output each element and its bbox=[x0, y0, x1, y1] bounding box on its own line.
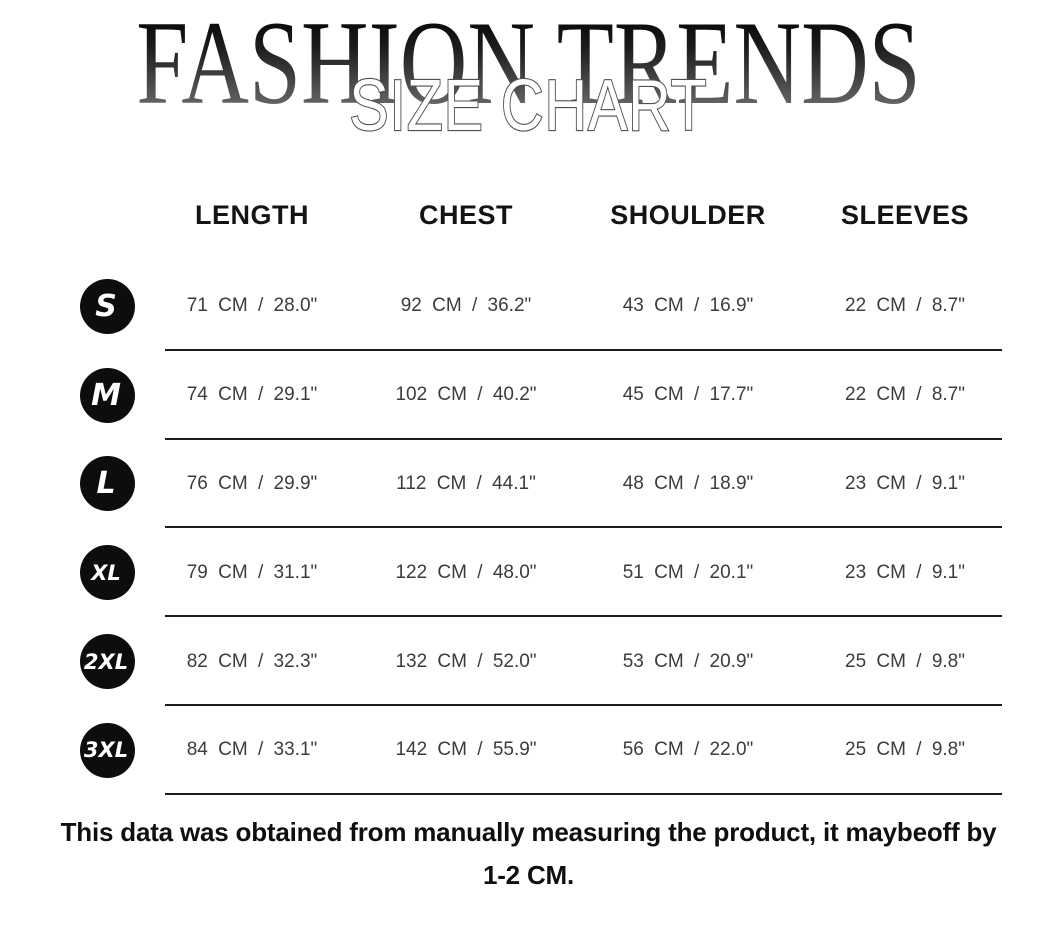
table-header-row: LENGTH CHEST SHOULDER SLEEVES bbox=[62, 172, 1014, 258]
size-badge-cell: 2XL bbox=[62, 634, 152, 690]
column-header-length: LENGTH bbox=[195, 199, 309, 230]
measurement-disclaimer: This data was obtained from manually mea… bbox=[0, 811, 1057, 897]
shoulder-value: 43 CM / 16.9" bbox=[622, 295, 754, 317]
size-badge-cell: S bbox=[62, 278, 152, 334]
sleeves-value: 22 CM / 8.7" bbox=[845, 384, 965, 406]
size-badge-cell: XL bbox=[62, 545, 152, 601]
sleeves-value: 25 CM / 9.8" bbox=[845, 650, 965, 672]
chest-value: 132 CM / 52.0" bbox=[395, 650, 537, 672]
table-row-m: M 74 CM / 29.1" 102 CM / 40.2" 45 CM / 1… bbox=[62, 351, 1014, 440]
shoulder-value: 53 CM / 20.9" bbox=[622, 650, 754, 672]
size-badge-cell: L bbox=[62, 456, 152, 512]
size-chart-page: FASHION TRENDS SIZE CHART LENGTH CHEST S… bbox=[0, 0, 1057, 897]
chest-value: 112 CM / 44.1" bbox=[396, 472, 536, 494]
size-table: LENGTH CHEST SHOULDER SLEEVES S 71 CM / … bbox=[0, 172, 1057, 795]
size-badge-2xl: 2XL bbox=[79, 634, 135, 690]
chest-value: 142 CM / 55.9" bbox=[395, 739, 537, 761]
size-badge-m: M bbox=[79, 367, 135, 423]
table-row-xl: XL 79 CM / 31.1" 122 CM / 48.0" 51 CM / … bbox=[62, 528, 1014, 617]
size-badge-s: S bbox=[79, 278, 135, 334]
size-badge-cell: M bbox=[62, 367, 152, 423]
chest-value: 102 CM / 40.2" bbox=[395, 384, 537, 406]
measurement-disclaimer-text: This data was obtained from manually mea… bbox=[60, 816, 997, 890]
shoulder-value: 48 CM / 18.9" bbox=[622, 472, 754, 494]
length-value: 79 CM / 31.1" bbox=[186, 561, 318, 583]
size-chart-subtitle-text: SIZE CHART bbox=[349, 66, 708, 146]
table-row-l: L 76 CM / 29.9" 112 CM / 44.1" 48 CM / 1… bbox=[62, 440, 1014, 529]
length-value: 76 CM / 29.9" bbox=[186, 472, 318, 494]
size-badge-3xl: 3XL bbox=[79, 722, 135, 778]
table-row-2xl: 2XL 82 CM / 32.3" 132 CM / 52.0" 53 CM /… bbox=[62, 617, 1014, 706]
sleeves-value: 25 CM / 9.8" bbox=[845, 739, 965, 761]
size-chart-subtitle: SIZE CHART bbox=[0, 66, 1057, 146]
table-row-3xl: 3XL 84 CM / 33.1" 142 CM / 55.9" 56 CM /… bbox=[62, 706, 1014, 795]
shoulder-value: 51 CM / 20.1" bbox=[622, 561, 754, 583]
size-badge-l: L bbox=[79, 456, 135, 512]
sleeves-value: 22 CM / 8.7" bbox=[845, 295, 965, 317]
brand-title: FASHION TRENDS bbox=[116, 3, 940, 123]
shoulder-value: 45 CM / 17.7" bbox=[622, 384, 754, 406]
length-value: 74 CM / 29.1" bbox=[186, 384, 318, 406]
chest-value: 92 CM / 36.2" bbox=[400, 295, 532, 317]
length-value: 82 CM / 32.3" bbox=[186, 650, 318, 672]
table-row-s: S 71 CM / 28.0" 92 CM / 36.2" 43 CM / 16… bbox=[62, 262, 1014, 351]
size-badge-cell: 3XL bbox=[62, 722, 152, 778]
shoulder-value: 56 CM / 22.0" bbox=[622, 739, 754, 761]
sleeves-value: 23 CM / 9.1" bbox=[845, 472, 965, 494]
column-header-sleeves: SLEEVES bbox=[840, 199, 970, 230]
size-badge-xl: XL bbox=[79, 545, 135, 601]
chest-value: 122 CM / 48.0" bbox=[395, 561, 537, 583]
length-value: 84 CM / 33.1" bbox=[186, 739, 318, 761]
column-header-shoulder: SHOULDER bbox=[610, 199, 766, 230]
length-value: 71 CM / 28.0" bbox=[186, 295, 318, 317]
column-header-chest: CHEST bbox=[418, 199, 513, 230]
sleeves-value: 23 CM / 9.1" bbox=[845, 561, 965, 583]
header: FASHION TRENDS SIZE CHART bbox=[0, 0, 1057, 152]
